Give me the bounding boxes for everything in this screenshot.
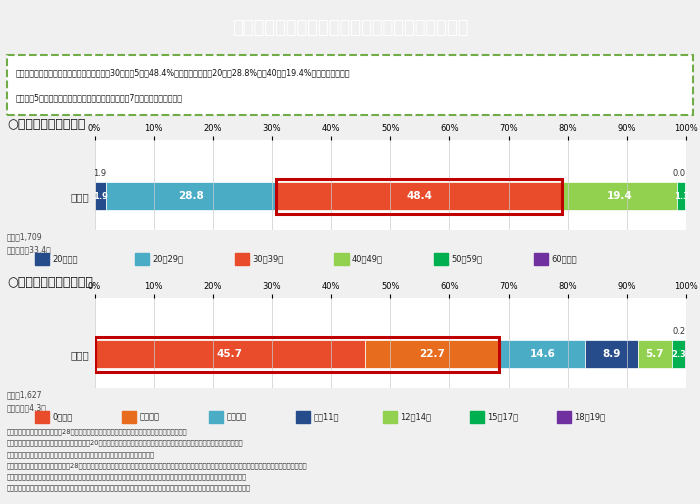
- Text: ○母の年齢階級別状況: ○母の年齢階級別状況: [7, 118, 85, 132]
- Text: ・末子が5歳以下で母子世帯になった割合が、全体の7割近くを占めている。: ・末子が5歳以下で母子世帯になった割合が、全体の7割近くを占めている。: [15, 93, 182, 102]
- Text: 48.4: 48.4: [406, 191, 432, 201]
- Text: 30〜39歳: 30〜39歳: [252, 255, 284, 264]
- Bar: [234, 253, 248, 265]
- Text: 22.7: 22.7: [419, 349, 445, 359]
- Bar: [434, 253, 449, 265]
- Text: 8.9: 8.9: [603, 349, 621, 359]
- Text: 50〜59歳: 50〜59歳: [452, 255, 483, 264]
- Bar: [365, 340, 499, 368]
- Bar: [94, 182, 106, 210]
- Text: 0.0: 0.0: [673, 169, 686, 178]
- Bar: [685, 340, 687, 368]
- Bar: [335, 253, 349, 265]
- Bar: [470, 411, 484, 423]
- Text: ○末子の年齢階級別状況: ○末子の年齢階級別状況: [7, 277, 93, 289]
- Bar: [499, 340, 585, 368]
- Text: ６〜８歳: ６〜８歳: [226, 412, 246, 421]
- Text: 1.9: 1.9: [92, 192, 108, 201]
- Bar: [556, 411, 570, 423]
- Text: 総数：1,627: 総数：1,627: [7, 390, 43, 399]
- Text: ９〜11歳: ９〜11歳: [313, 412, 339, 421]
- Bar: [35, 253, 49, 265]
- Text: ４．母の年齢階級別の割合は、母子世帯になった時の母親の年齢が不詳の世帯数を除いた世帯数を総数として算出した割合。: ４．母の年齢階級別の割合は、母子世帯になった時の母親の年齢が不詳の世帯数を除いた…: [7, 473, 247, 480]
- Text: 総数：1,709: 総数：1,709: [7, 232, 43, 241]
- Text: 15〜17歳: 15〜17歳: [487, 412, 518, 421]
- Text: ・母子世帯になった時の母の年齢を見ると、30代が約5割（48.4%）であり、次いで20代（28.8%）、40代（19.4%）となっている。: ・母子世帯になった時の母の年齢を見ると、30代が約5割（48.4%）であり、次い…: [15, 68, 350, 77]
- Bar: [534, 253, 548, 265]
- Text: ３〜５歳: ３〜５歳: [139, 412, 160, 421]
- Text: 60歳以上: 60歳以上: [552, 255, 577, 264]
- FancyBboxPatch shape: [7, 55, 693, 115]
- Bar: [35, 411, 49, 423]
- Bar: [94, 340, 365, 368]
- Text: 18・19歳: 18・19歳: [574, 412, 606, 421]
- Bar: [106, 182, 276, 210]
- Text: ２．母子世帯は、父のいない児童（満20歳未満の子どもであって、未婚のもの）がその母によって養育されている世帯。: ２．母子世帯は、父のいない児童（満20歳未満の子どもであって、未婚のもの）がその…: [7, 439, 244, 447]
- Text: 平均年齢：4.3歳: 平均年齢：4.3歳: [7, 403, 47, 412]
- Text: 45.7: 45.7: [217, 349, 243, 359]
- Bar: [209, 411, 223, 423]
- Text: 20〜29歳: 20〜29歳: [152, 255, 183, 264]
- Bar: [122, 411, 136, 423]
- Bar: [585, 340, 638, 368]
- Text: 0〜２歳: 0〜２歳: [52, 412, 73, 421]
- Text: ５．末子の年齢階級別の割合は、母子世帯になった時の末子の年齢が不詳の世帯数を除いた世帯数を総数として算出した割合。: ５．末子の年齢階級別の割合は、母子世帯になった時の末子の年齢が不詳の世帯数を除い…: [7, 485, 251, 491]
- Bar: [383, 411, 397, 423]
- Bar: [296, 411, 310, 423]
- Bar: [276, 179, 562, 214]
- Text: 離婚等で母子世帯になった時の母及び末子の年齢: 離婚等で母子世帯になった時の母及び末子の年齢: [232, 19, 468, 36]
- Text: 14.6: 14.6: [529, 349, 555, 359]
- Bar: [135, 253, 149, 265]
- Bar: [677, 182, 685, 210]
- Text: 2.3: 2.3: [671, 350, 686, 359]
- Text: 1.9: 1.9: [94, 169, 106, 178]
- Bar: [638, 340, 672, 368]
- Text: 12〜14歳: 12〜14歳: [400, 412, 431, 421]
- Text: 1.3: 1.3: [673, 192, 688, 201]
- Text: （備考）１．厚生労働省「平成28年度全国ひとり親世帯等調査」より内閣府男女共同参画局作成。: （備考）１．厚生労働省「平成28年度全国ひとり親世帯等調査」より内閣府男女共同参…: [7, 428, 188, 435]
- Bar: [562, 182, 677, 210]
- Bar: [672, 340, 685, 368]
- Bar: [94, 337, 499, 371]
- Text: 28.8: 28.8: [178, 191, 204, 201]
- Text: 20歳未満: 20歳未満: [52, 255, 78, 264]
- Bar: [276, 182, 562, 210]
- Text: 父子世帯は、母のいない児童がその父によって養育されている世帯。: 父子世帯は、母のいない児童がその父によって養育されている世帯。: [7, 451, 155, 458]
- Text: 5.7: 5.7: [645, 349, 664, 359]
- Text: 平均年齢：33.4歳: 平均年齢：33.4歳: [7, 245, 52, 255]
- Text: 40〜49歳: 40〜49歳: [352, 255, 383, 264]
- Text: ３．「離婚等」は、「平成28年度全国ひとり親世帯等調査」において「生別」と定義されているもので、離婚、未婚の母、遺棄、行方不明、その他の合計。: ３．「離婚等」は、「平成28年度全国ひとり親世帯等調査」において「生別」と定義さ…: [7, 462, 307, 469]
- Text: 0.2: 0.2: [673, 327, 686, 336]
- Text: 19.4: 19.4: [607, 191, 633, 201]
